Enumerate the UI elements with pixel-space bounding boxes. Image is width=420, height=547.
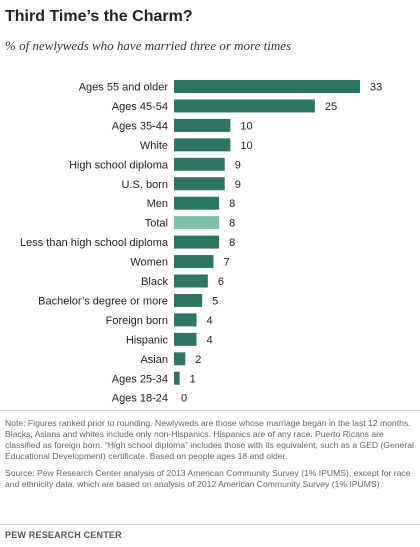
bar <box>174 216 220 230</box>
category-label: Total <box>145 218 168 230</box>
category-label: Black <box>141 276 168 288</box>
category-label: Women <box>130 257 168 269</box>
value-label: 8 <box>229 237 235 249</box>
category-label: Asian <box>140 354 168 366</box>
bar <box>174 274 208 288</box>
value-label: 8 <box>229 218 235 230</box>
bar <box>174 118 231 132</box>
value-label: 5 <box>212 295 218 307</box>
chart-title: Third Time’s the Charm? <box>5 8 193 25</box>
bar <box>174 352 186 366</box>
value-label: 2 <box>195 354 201 366</box>
value-label: 4 <box>207 334 213 346</box>
value-label: 10 <box>240 140 252 152</box>
category-label: Ages 45-54 <box>112 101 168 113</box>
bar <box>174 138 231 152</box>
category-label: Men <box>147 198 168 210</box>
value-label: 7 <box>223 257 229 269</box>
category-label: Ages 25-34 <box>112 373 168 385</box>
value-label: 1 <box>190 373 196 385</box>
footer-org: PEW RESEARCH CENTER <box>5 530 122 540</box>
value-label: 10 <box>240 120 252 132</box>
bar <box>174 371 180 385</box>
bar <box>174 235 220 249</box>
bar <box>174 157 225 171</box>
value-label: 25 <box>325 101 337 113</box>
bar <box>174 332 197 346</box>
value-label: 33 <box>370 82 382 94</box>
category-label: Ages 18-24 <box>112 393 168 405</box>
notes-divider <box>0 410 420 411</box>
source-text: Source: Pew Research Center analysis of … <box>5 468 411 489</box>
chart-subtitle: % of newlyweds who have married three or… <box>5 38 292 53</box>
category-label: U.S. born <box>122 179 168 191</box>
category-label: Less than high school diploma <box>20 237 169 249</box>
bar <box>174 313 197 327</box>
note-text: Note: Figures ranked prior to rounding. … <box>5 418 414 461</box>
value-label: 6 <box>218 276 224 288</box>
value-label: 0 <box>181 393 187 405</box>
value-label: 4 <box>207 315 213 327</box>
footer-divider <box>0 524 420 525</box>
bar <box>174 293 203 307</box>
bar <box>174 196 220 210</box>
category-label: Ages 55 and older <box>79 82 169 94</box>
bar <box>174 99 315 113</box>
bar <box>174 255 214 269</box>
notes-section: Note: Figures ranked prior to rounding. … <box>5 418 415 490</box>
value-label: 8 <box>229 198 235 210</box>
value-label: 9 <box>235 159 241 171</box>
bar <box>174 177 225 191</box>
category-label: White <box>140 140 168 152</box>
value-label: 9 <box>235 179 241 191</box>
category-label: Foreign born <box>106 315 168 327</box>
category-label: High school diploma <box>69 159 169 171</box>
category-label: Bachelor’s degree or more <box>38 295 168 307</box>
category-label: Hispanic <box>126 334 169 346</box>
bar <box>174 80 360 93</box>
category-label: Ages 35-44 <box>112 120 168 132</box>
